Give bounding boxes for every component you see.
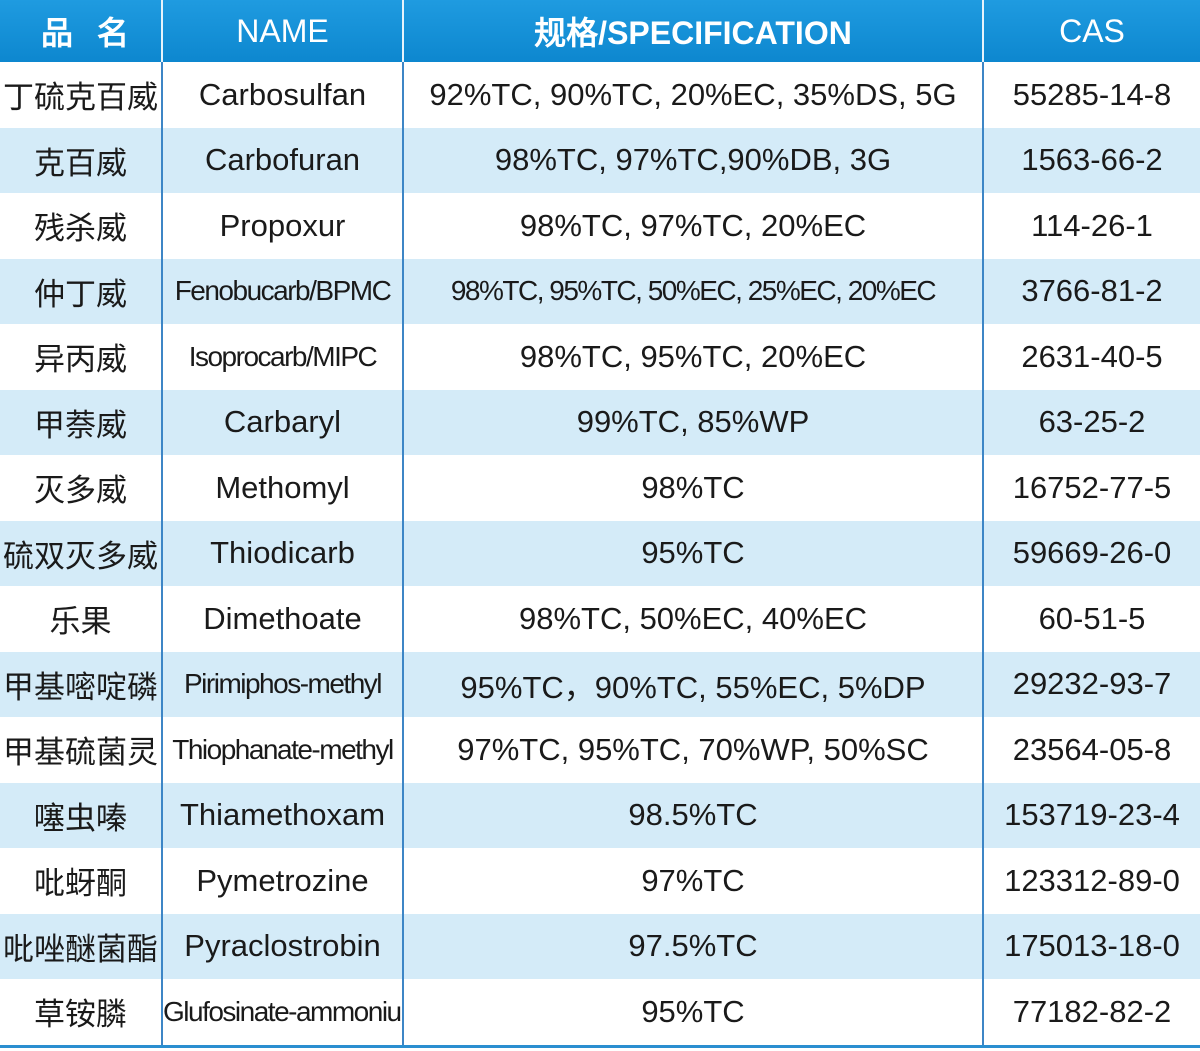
cell-specification: 98%TC, 95%TC, 20%EC	[402, 324, 983, 390]
cell-specification: 97%TC	[402, 848, 983, 914]
table-row: 硫双灭多威 Thiodicarb 95%TC 59669-26-0	[0, 520, 1200, 586]
cell-cas: 114-26-1	[982, 193, 1200, 259]
cell-name: Dimethoate	[161, 586, 403, 652]
cell-cn-name: 吡唑醚菌酯	[0, 913, 162, 979]
cell-name: Pymetrozine	[161, 848, 403, 914]
cell-cas: 59669-26-0	[982, 520, 1200, 586]
cell-specification: 99%TC, 85%WP	[402, 389, 983, 455]
cell-cn-name: 灭多威	[34, 473, 127, 509]
cell-cas: 29232-93-7	[982, 651, 1200, 717]
cell-cas: 60-51-5	[982, 586, 1200, 652]
table-row: 灭多威 Methomyl 98%TC 16752-77-5	[0, 455, 1200, 521]
table-row: 吡唑醚菌酯 Pyraclostrobin 97.5%TC 175013-18-0	[0, 913, 1200, 979]
cell-specification: 95%TC	[402, 520, 983, 586]
header-row: 品名 NAME 规格/SPECIFICATION CAS	[0, 0, 1200, 62]
cell-cn-name: 草铵膦	[34, 997, 127, 1033]
cell-cn-name: 克百威	[0, 127, 162, 193]
cell-name: Thiophanate-methyl	[161, 717, 403, 783]
table-row: 甲基嘧啶磷 Pirimiphos-methyl 95%TC，90%TC, 55%EC…	[0, 651, 1200, 717]
cell-specification: 92%TC, 90%TC, 20%EC, 35%DS, 5G	[402, 62, 983, 128]
cell-cas: 1563-66-2	[982, 127, 1200, 193]
cell-name: Glufosinate-ammonium	[161, 979, 403, 1046]
cell-cn-name: 硫双灭多威	[0, 520, 162, 586]
cell-cas: 23564-05-8	[982, 717, 1200, 783]
cell-cas: 55285-14-8	[982, 62, 1200, 128]
cell-cas: 175013-18-0	[982, 913, 1200, 979]
header-cas: CAS	[982, 0, 1200, 62]
table-row: 噻虫嗪 Thiamethoxam 98.5%TC 153719-23-4	[0, 782, 1200, 848]
cell-cn-name: 噻虫嗪	[0, 782, 162, 848]
cell-name: Fenobucarb/BPMC	[161, 258, 403, 324]
cell-cas: 123312-89-0	[982, 848, 1200, 914]
cell-cn-name: 异丙威	[34, 342, 127, 378]
table-row: 残杀威 Propoxur 98%TC, 97%TC, 20%EC 114-26-1	[0, 193, 1200, 259]
table-row: 异丙威 Isoprocarb/MIPC 98%TC, 95%TC, 20%EC 263…	[0, 324, 1200, 390]
cell-cn-name: 丁硫克百威	[3, 80, 158, 116]
cell-specification: 95%TC	[402, 979, 983, 1046]
table-row: 甲萘威 Carbaryl 99%TC, 85%WP 63-25-2	[0, 389, 1200, 455]
cell-cn-name: 甲基嘧啶磷	[0, 651, 162, 717]
cell-cas: 153719-23-4	[982, 782, 1200, 848]
cell-cas: 63-25-2	[982, 389, 1200, 455]
cell-specification: 95%TC，90%TC, 55%EC, 5%DP	[402, 651, 983, 717]
cell-name: Thiodicarb	[161, 520, 403, 586]
cell-cas: 77182-82-2	[982, 979, 1200, 1046]
table-row: 吡蚜酮 Pymetrozine 97%TC 123312-89-0	[0, 848, 1200, 914]
cell-specification: 98%TC, 97%TC,90%DB, 3G	[402, 127, 983, 193]
cell-name: Carbosulfan	[161, 62, 403, 128]
header-cn-name: 品名	[0, 0, 162, 62]
cell-cn-name: 甲基硫菌灵	[3, 735, 158, 771]
cell-name: Isoprocarb/MIPC	[161, 324, 403, 390]
table-row: 仲丁威 Fenobucarb/BPMC 98%TC, 95%TC, 50%EC, 2…	[0, 258, 1200, 324]
cell-cas: 3766-81-2	[982, 258, 1200, 324]
cell-cn-name: 仲丁威	[0, 258, 162, 324]
cell-name: Pyraclostrobin	[161, 913, 403, 979]
cell-specification: 98%TC, 97%TC, 20%EC	[402, 193, 983, 259]
table-row: 草铵膦 Glufosinate-ammonium 95%TC 77182-82-2	[0, 979, 1200, 1046]
cell-cas: 2631-40-5	[982, 324, 1200, 390]
cell-cn-name: 甲萘威	[0, 389, 162, 455]
cell-name: Propoxur	[161, 193, 403, 259]
cell-specification: 98%TC	[402, 455, 983, 521]
cell-name: Carbaryl	[161, 389, 403, 455]
cell-cas: 16752-77-5	[982, 455, 1200, 521]
cell-name: Methomyl	[161, 455, 403, 521]
header-specification: 规格/SPECIFICATION	[402, 0, 983, 62]
table-row: 克百威 Carbofuran 98%TC, 97%TC,90%DB, 3G 1563-…	[0, 127, 1200, 193]
cell-name: Thiamethoxam	[161, 782, 403, 848]
header-name: NAME	[161, 0, 403, 62]
table-row: 甲基硫菌灵 Thiophanate-methyl 97%TC, 95%TC, 70%…	[0, 717, 1200, 783]
cell-specification: 98%TC, 95%TC, 50%EC, 25%EC, 20%EC	[402, 258, 983, 324]
cell-specification: 98%TC, 50%EC, 40%EC	[402, 586, 983, 652]
cell-cn-name: 残杀威	[34, 211, 127, 247]
cell-cn-name: 乐果	[49, 604, 112, 640]
cell-name: Pirimiphos-methyl	[161, 651, 403, 717]
cell-name: Carbofuran	[161, 127, 403, 193]
cell-cn-name: 吡蚜酮	[34, 866, 127, 902]
cell-specification: 97.5%TC	[402, 913, 983, 979]
table-row: 丁硫克百威 Carbosulfan 92%TC, 90%TC, 20%EC, 35%…	[0, 62, 1200, 128]
cell-specification: 98.5%TC	[402, 782, 983, 848]
cell-specification: 97%TC, 95%TC, 70%WP, 50%SC	[402, 717, 983, 783]
table-row: 乐果 Dimethoate 98%TC, 50%EC, 40%EC 60-51-5	[0, 586, 1200, 652]
